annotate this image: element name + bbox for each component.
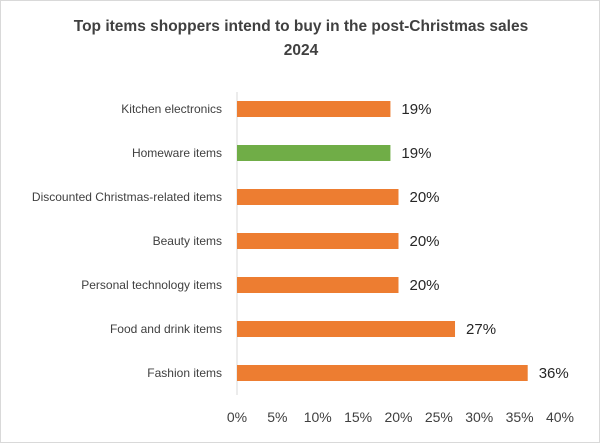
x-tick-label: 25% [425,409,453,425]
data-label: 19% [401,145,431,162]
bar [237,189,399,205]
category-label: Personal technology items [81,278,222,292]
x-tick-label: 10% [304,409,332,425]
category-label: Homeware items [132,146,222,160]
data-label: 20% [410,233,440,250]
x-tick-label: 5% [267,409,287,425]
bar [237,365,528,381]
category-label: Beauty items [153,234,222,248]
bar [237,101,391,117]
data-label: 27% [466,321,496,338]
x-tick-label: 20% [384,409,412,425]
bar [237,233,399,249]
x-tick-label: 35% [506,409,534,425]
bar [237,277,399,293]
category-label: Food and drink items [110,322,222,336]
x-tick-label: 40% [546,409,574,425]
bar [237,321,456,337]
data-label: 19% [401,101,431,118]
x-tick-label: 15% [344,409,372,425]
data-label: 36% [539,365,569,382]
category-label: Kitchen electronics [121,102,222,116]
x-tick-label: 30% [465,409,493,425]
bar [237,145,391,161]
category-label: Discounted Christmas-related items [32,190,222,204]
data-label: 20% [410,189,440,206]
x-tick-label: 0% [227,409,247,425]
chart-title: Top items shoppers intend to buy in the … [73,18,529,59]
category-label: Fashion items [147,366,222,380]
data-label: 20% [410,277,440,294]
